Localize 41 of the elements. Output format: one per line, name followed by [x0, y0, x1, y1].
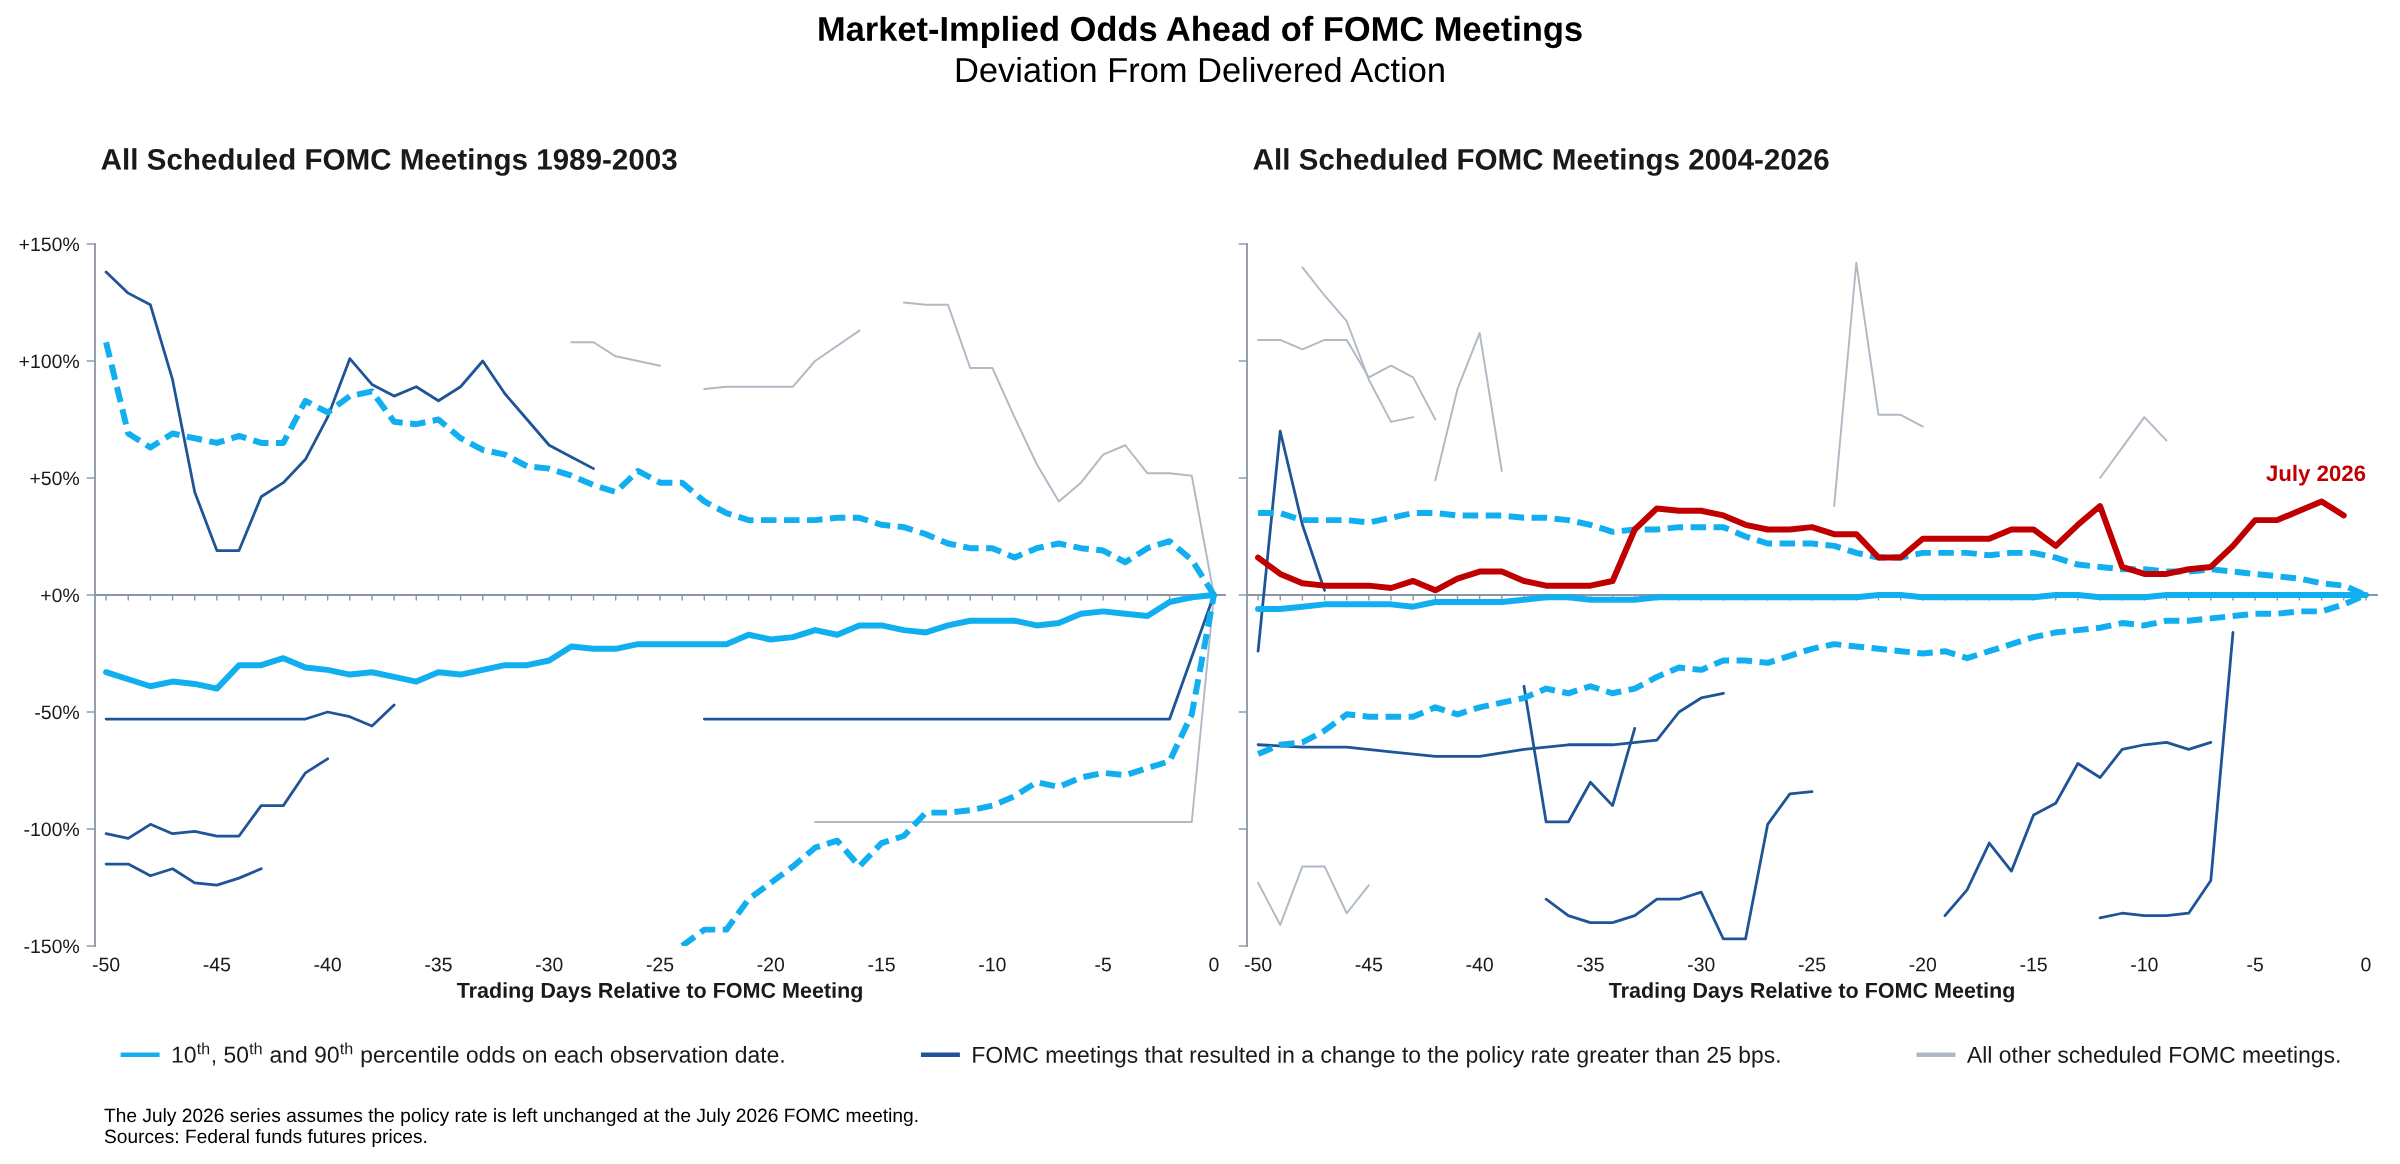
- x-tick-label: -50: [92, 957, 120, 972]
- y-tick-label: +0%: [41, 588, 80, 603]
- x-tick-label: -20: [757, 957, 785, 972]
- x-tick-label: -35: [1577, 957, 1604, 972]
- chart-title: All Scheduled FOMC Meetings 2004-2026: [1253, 148, 1829, 176]
- x-axis-title: Trading Days Relative to FOMC Meeting: [1608, 982, 2014, 1003]
- legend-label: All other scheduled FOMC meetings.: [1966, 1046, 2340, 1068]
- x-tick-label: -35: [425, 957, 452, 972]
- x-tick-label: -45: [203, 957, 231, 972]
- y-tick-label: +150%: [19, 237, 80, 252]
- x-tick-label: -40: [314, 957, 341, 972]
- legend-label: 10$^{th}$, 50$^{th}$ and 90$^{th}$ percentile odds on each observation date.: [172, 1042, 784, 1068]
- y-tick-label: -50%: [35, 705, 80, 720]
- x-tick-label: -25: [1798, 957, 1826, 972]
- x-tick-label: -5: [1095, 957, 1111, 972]
- x-tick-label: -40: [1466, 957, 1493, 972]
- y-tick-label: +100%: [19, 354, 80, 369]
- x-tick-label: 0: [2361, 957, 2371, 972]
- source-note: Sources: Federal funds futures prices.: [104, 1129, 427, 1147]
- series-label: July 2026: [2266, 464, 2366, 486]
- x-tick-label: -15: [2020, 957, 2047, 972]
- text: Deviation From Delivered Action: [956, 56, 1444, 83]
- y-tick-label: -100%: [24, 822, 80, 837]
- x-tick-label: -5: [2247, 957, 2263, 972]
- x-tick-label: -50: [1244, 957, 1272, 972]
- x-tick-label: -25: [646, 957, 674, 972]
- x-tick-label: 0: [1209, 957, 1219, 972]
- x-axis-title: Trading Days Relative to FOMC Meeting: [456, 982, 862, 1003]
- text: The July 2026 series assumes the policy rate is left unchanged at the July 2026 FOMC meeting.: [104, 1108, 918, 1126]
- legend-label: FOMC meetings that resulted in a change to the policy rate greater than 25 bps.: [973, 1046, 1780, 1068]
- x-tick-label: -15: [868, 957, 895, 972]
- x-tick-label: -10: [2131, 957, 2158, 972]
- text: Market-Implied Odds Ahead of FOMC Meetings: [819, 15, 1582, 49]
- y-tick-label: -150%: [24, 939, 80, 954]
- x-tick-label: -10: [979, 957, 1006, 972]
- y-tick-label: +50%: [30, 471, 80, 486]
- x-tick-label: -45: [1355, 957, 1383, 972]
- x-tick-label: -20: [1909, 957, 1937, 972]
- chart-title: All Scheduled FOMC Meetings 1989-2003: [101, 148, 677, 176]
- x-tick-label: -30: [536, 957, 563, 972]
- x-tick-label: -30: [1688, 957, 1715, 972]
